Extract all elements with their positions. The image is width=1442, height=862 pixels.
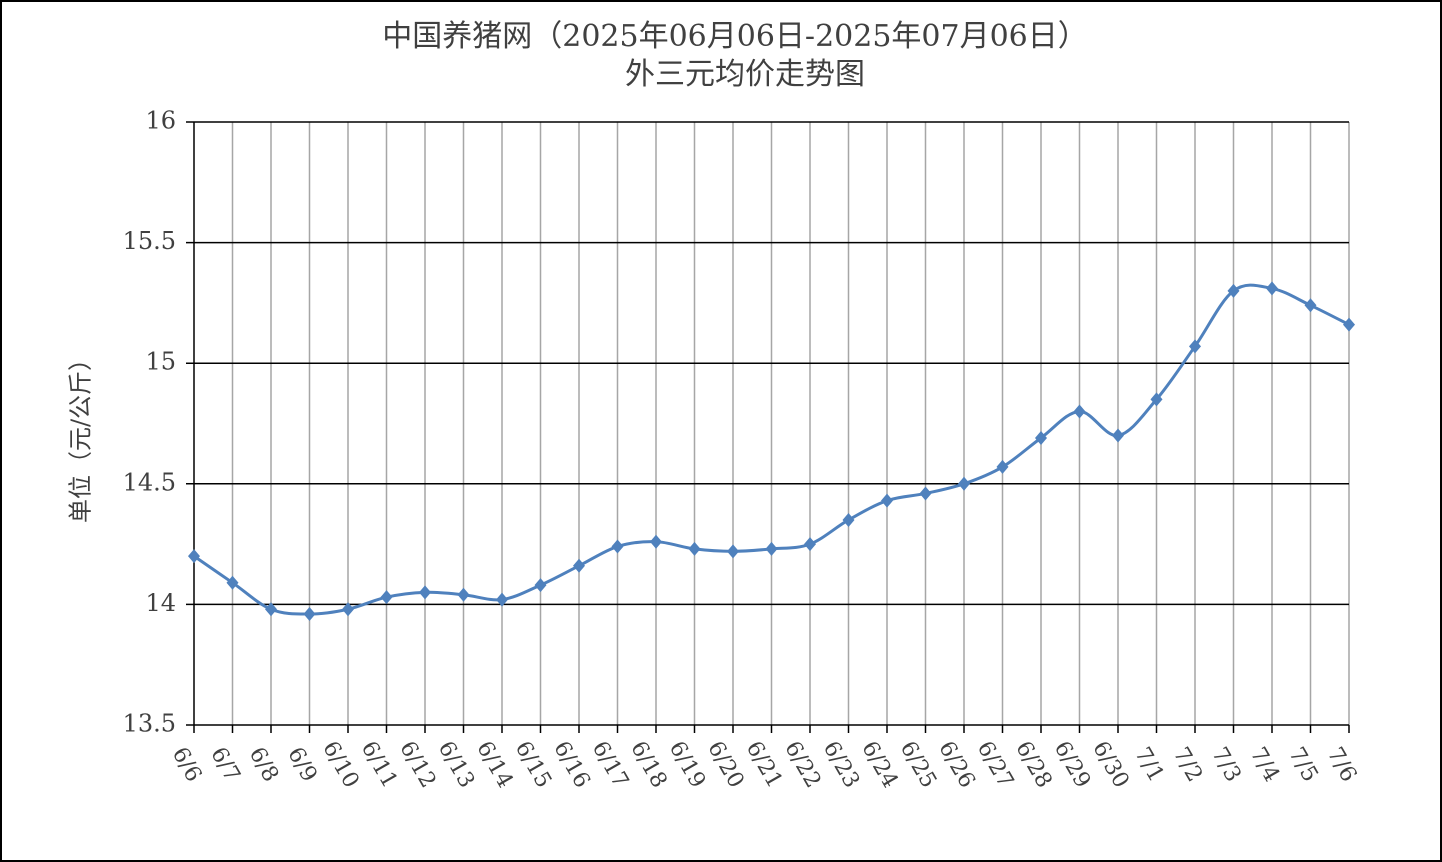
data-point: [534, 578, 547, 593]
y-tick-label: 16: [145, 107, 176, 135]
data-point: [611, 539, 624, 554]
data-point: [1073, 404, 1086, 419]
data-point: [804, 537, 816, 552]
data-point: [881, 493, 893, 508]
data-point: [1304, 298, 1317, 313]
data-point: [650, 534, 662, 549]
data-point: [842, 512, 855, 527]
data-point: [265, 602, 277, 617]
data-point: [727, 544, 739, 559]
data-point: [380, 590, 393, 605]
data-point: [226, 575, 239, 590]
data-point: [342, 602, 354, 617]
data-point: [1189, 339, 1201, 354]
data-point: [1343, 317, 1355, 332]
data-point: [1112, 428, 1124, 443]
y-axis-label: 单位（元/公斤）: [67, 347, 95, 523]
y-tick-label: 14.5: [123, 468, 176, 496]
data-point: [303, 607, 316, 622]
data-point: [496, 592, 508, 607]
data-point: [1150, 392, 1163, 407]
y-tick-label: 15: [145, 348, 176, 376]
data-point: [919, 486, 932, 501]
data-point: [1035, 430, 1047, 445]
data-point: [188, 549, 200, 564]
data-point: [1266, 281, 1278, 296]
y-tick-label: 14: [145, 589, 176, 617]
data-point: [688, 541, 701, 556]
data-point: [573, 558, 585, 573]
chart-title: 中国养猪网（2025年06月06日-2025年07月06日）: [382, 19, 1088, 54]
data-point: [765, 541, 778, 556]
data-point: [1227, 283, 1240, 298]
chart-subtitle: 外三元均价走势图: [625, 57, 865, 92]
y-tick-label: 15.5: [123, 227, 176, 255]
data-point: [419, 585, 431, 600]
y-tick-label: 13.5: [123, 710, 176, 738]
data-point: [457, 587, 470, 602]
data-point: [996, 459, 1009, 474]
data-point: [958, 476, 970, 491]
